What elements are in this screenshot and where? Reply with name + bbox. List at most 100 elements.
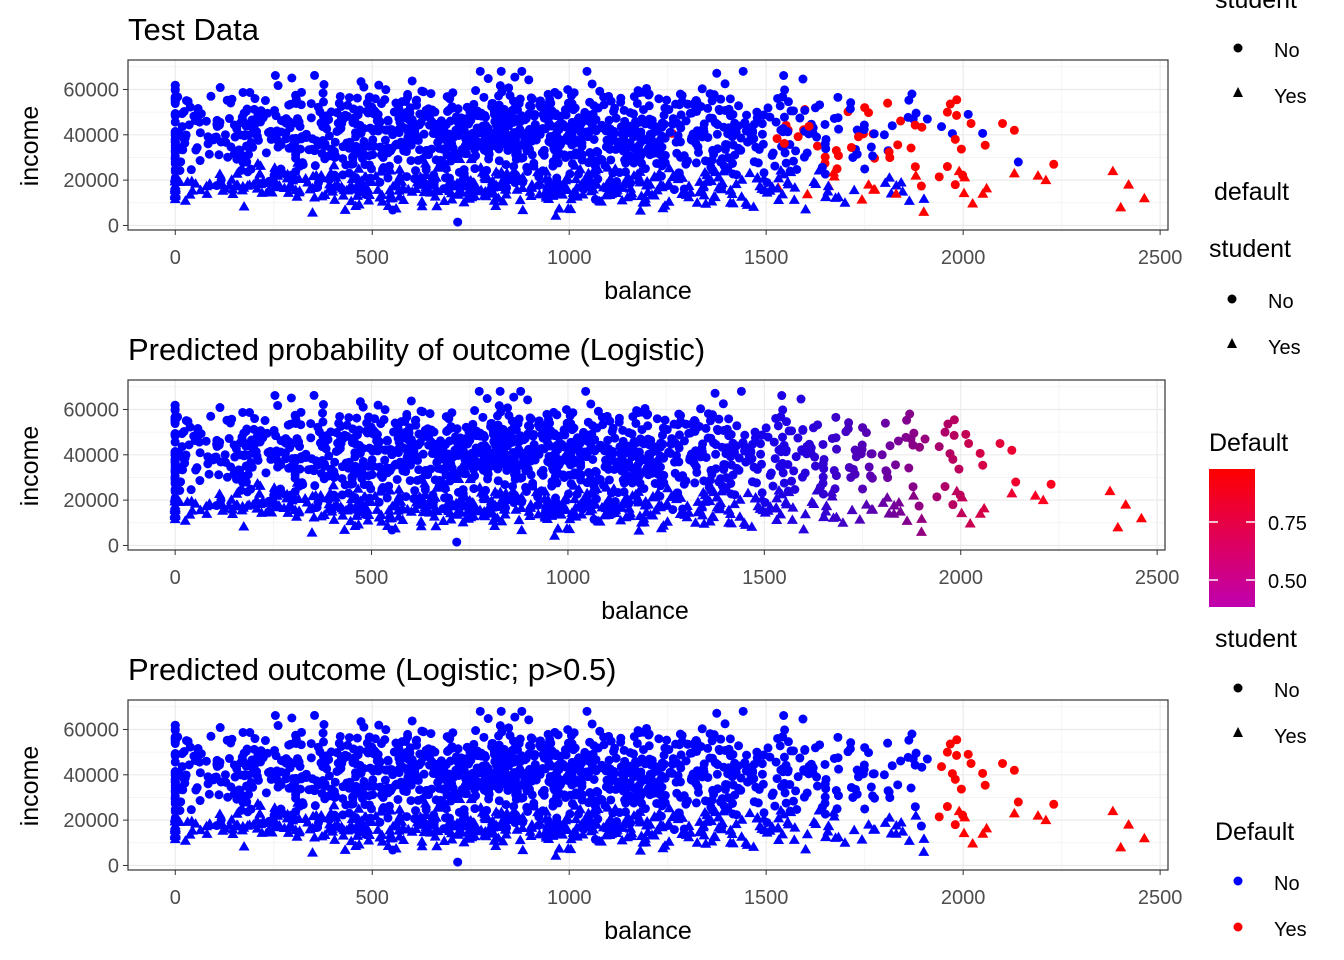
data-point-circle <box>588 123 598 133</box>
data-point-circle <box>386 146 396 156</box>
data-point-circle <box>416 406 426 416</box>
data-point-circle <box>426 89 436 99</box>
data-point-circle <box>1013 157 1023 167</box>
data-point-triangle <box>626 187 638 198</box>
data-point-circle <box>409 454 419 464</box>
data-point-circle <box>866 142 876 152</box>
data-point-triangle <box>345 493 357 504</box>
data-point-circle <box>859 125 869 135</box>
data-point-circle <box>818 459 828 469</box>
data-point-circle <box>215 723 225 733</box>
data-point-circle <box>338 170 348 180</box>
data-point-triangle <box>231 168 243 178</box>
data-point-circle <box>707 113 717 123</box>
data-point-circle <box>215 403 225 413</box>
data-point-circle <box>767 790 777 800</box>
data-point-triangle <box>967 198 979 208</box>
data-point-circle <box>481 458 491 468</box>
data-point-circle <box>494 796 504 806</box>
data-point-circle <box>402 452 412 462</box>
data-point-circle <box>625 108 635 118</box>
data-point-circle <box>380 405 390 415</box>
data-point-circle <box>868 151 878 161</box>
data-point-triangle <box>490 200 502 211</box>
data-point-circle <box>833 151 843 161</box>
data-point-triangle <box>894 506 906 516</box>
data-point-circle <box>241 426 251 436</box>
y-axis-label: income <box>16 106 44 187</box>
data-point-triangle <box>848 824 860 835</box>
data-point-circle <box>401 427 411 437</box>
data-point-triangle <box>328 501 340 511</box>
data-point-triangle <box>798 523 810 534</box>
data-point-circle <box>679 824 689 834</box>
data-point-circle <box>394 742 404 752</box>
data-point-triangle <box>782 816 794 827</box>
data-point-triangle <box>362 184 374 194</box>
data-point-circle <box>684 428 694 438</box>
data-point-circle <box>781 798 791 808</box>
data-point-circle <box>358 402 368 412</box>
data-point-circle <box>373 400 383 410</box>
data-point-circle <box>509 138 519 148</box>
data-point-triangle <box>420 157 432 168</box>
data-point-circle <box>757 759 767 769</box>
data-point-circle <box>310 70 320 80</box>
data-point-circle <box>261 148 271 158</box>
data-point-circle <box>604 444 614 454</box>
data-point-circle <box>286 393 296 403</box>
data-point-triangle <box>685 187 697 197</box>
data-point-triangle <box>564 513 576 524</box>
data-point-circle <box>660 798 670 808</box>
data-point-circle <box>453 857 463 867</box>
data-point-circle <box>846 782 856 792</box>
data-point-circle <box>954 464 964 474</box>
data-point-circle <box>517 706 527 716</box>
data-point-circle <box>757 119 767 129</box>
data-point-circle <box>374 80 384 90</box>
data-point-triangle <box>1112 521 1124 532</box>
data-point-circle <box>383 756 393 766</box>
data-point-circle <box>362 98 372 108</box>
data-point-triangle <box>641 176 653 186</box>
data-point-triangle <box>724 197 736 207</box>
y-tick-label: 40000 <box>63 445 119 467</box>
data-point-triangle <box>1104 485 1116 496</box>
data-point-circle <box>471 151 481 161</box>
data-point-triangle <box>327 479 339 490</box>
data-point-triangle <box>549 530 561 540</box>
data-point-circle <box>177 122 187 132</box>
data-point-circle <box>907 89 917 99</box>
data-point-triangle <box>822 820 834 831</box>
data-point-circle <box>191 145 201 155</box>
data-point-triangle <box>337 190 349 200</box>
data-point-circle <box>495 426 505 436</box>
data-point-circle <box>620 155 630 165</box>
data-point-circle <box>752 113 762 123</box>
data-point-circle <box>222 415 232 425</box>
data-point-circle <box>434 143 444 153</box>
data-point-triangle <box>653 167 665 178</box>
data-point-circle <box>778 127 788 137</box>
data-point-circle <box>347 438 357 448</box>
data-point-circle <box>436 126 446 136</box>
data-point-triangle <box>525 502 537 512</box>
data-point-circle <box>791 786 801 796</box>
data-point-circle <box>416 118 426 128</box>
data-point-circle <box>632 738 642 748</box>
data-point-triangle <box>457 810 469 820</box>
data-point-circle <box>818 439 828 449</box>
data-point-circle <box>306 433 316 443</box>
data-point-triangle <box>818 511 830 522</box>
data-point-triangle <box>570 173 582 184</box>
data-point-triangle <box>510 504 522 514</box>
data-point-circle <box>945 739 955 749</box>
data-point-triangle <box>169 181 181 192</box>
data-point-circle <box>740 118 750 128</box>
data-point-circle <box>610 103 620 113</box>
data-point-circle <box>793 132 803 142</box>
data-point-triangle <box>174 816 186 827</box>
data-point-circle <box>560 792 570 802</box>
data-point-circle <box>792 805 802 814</box>
data-point-circle <box>176 797 186 807</box>
